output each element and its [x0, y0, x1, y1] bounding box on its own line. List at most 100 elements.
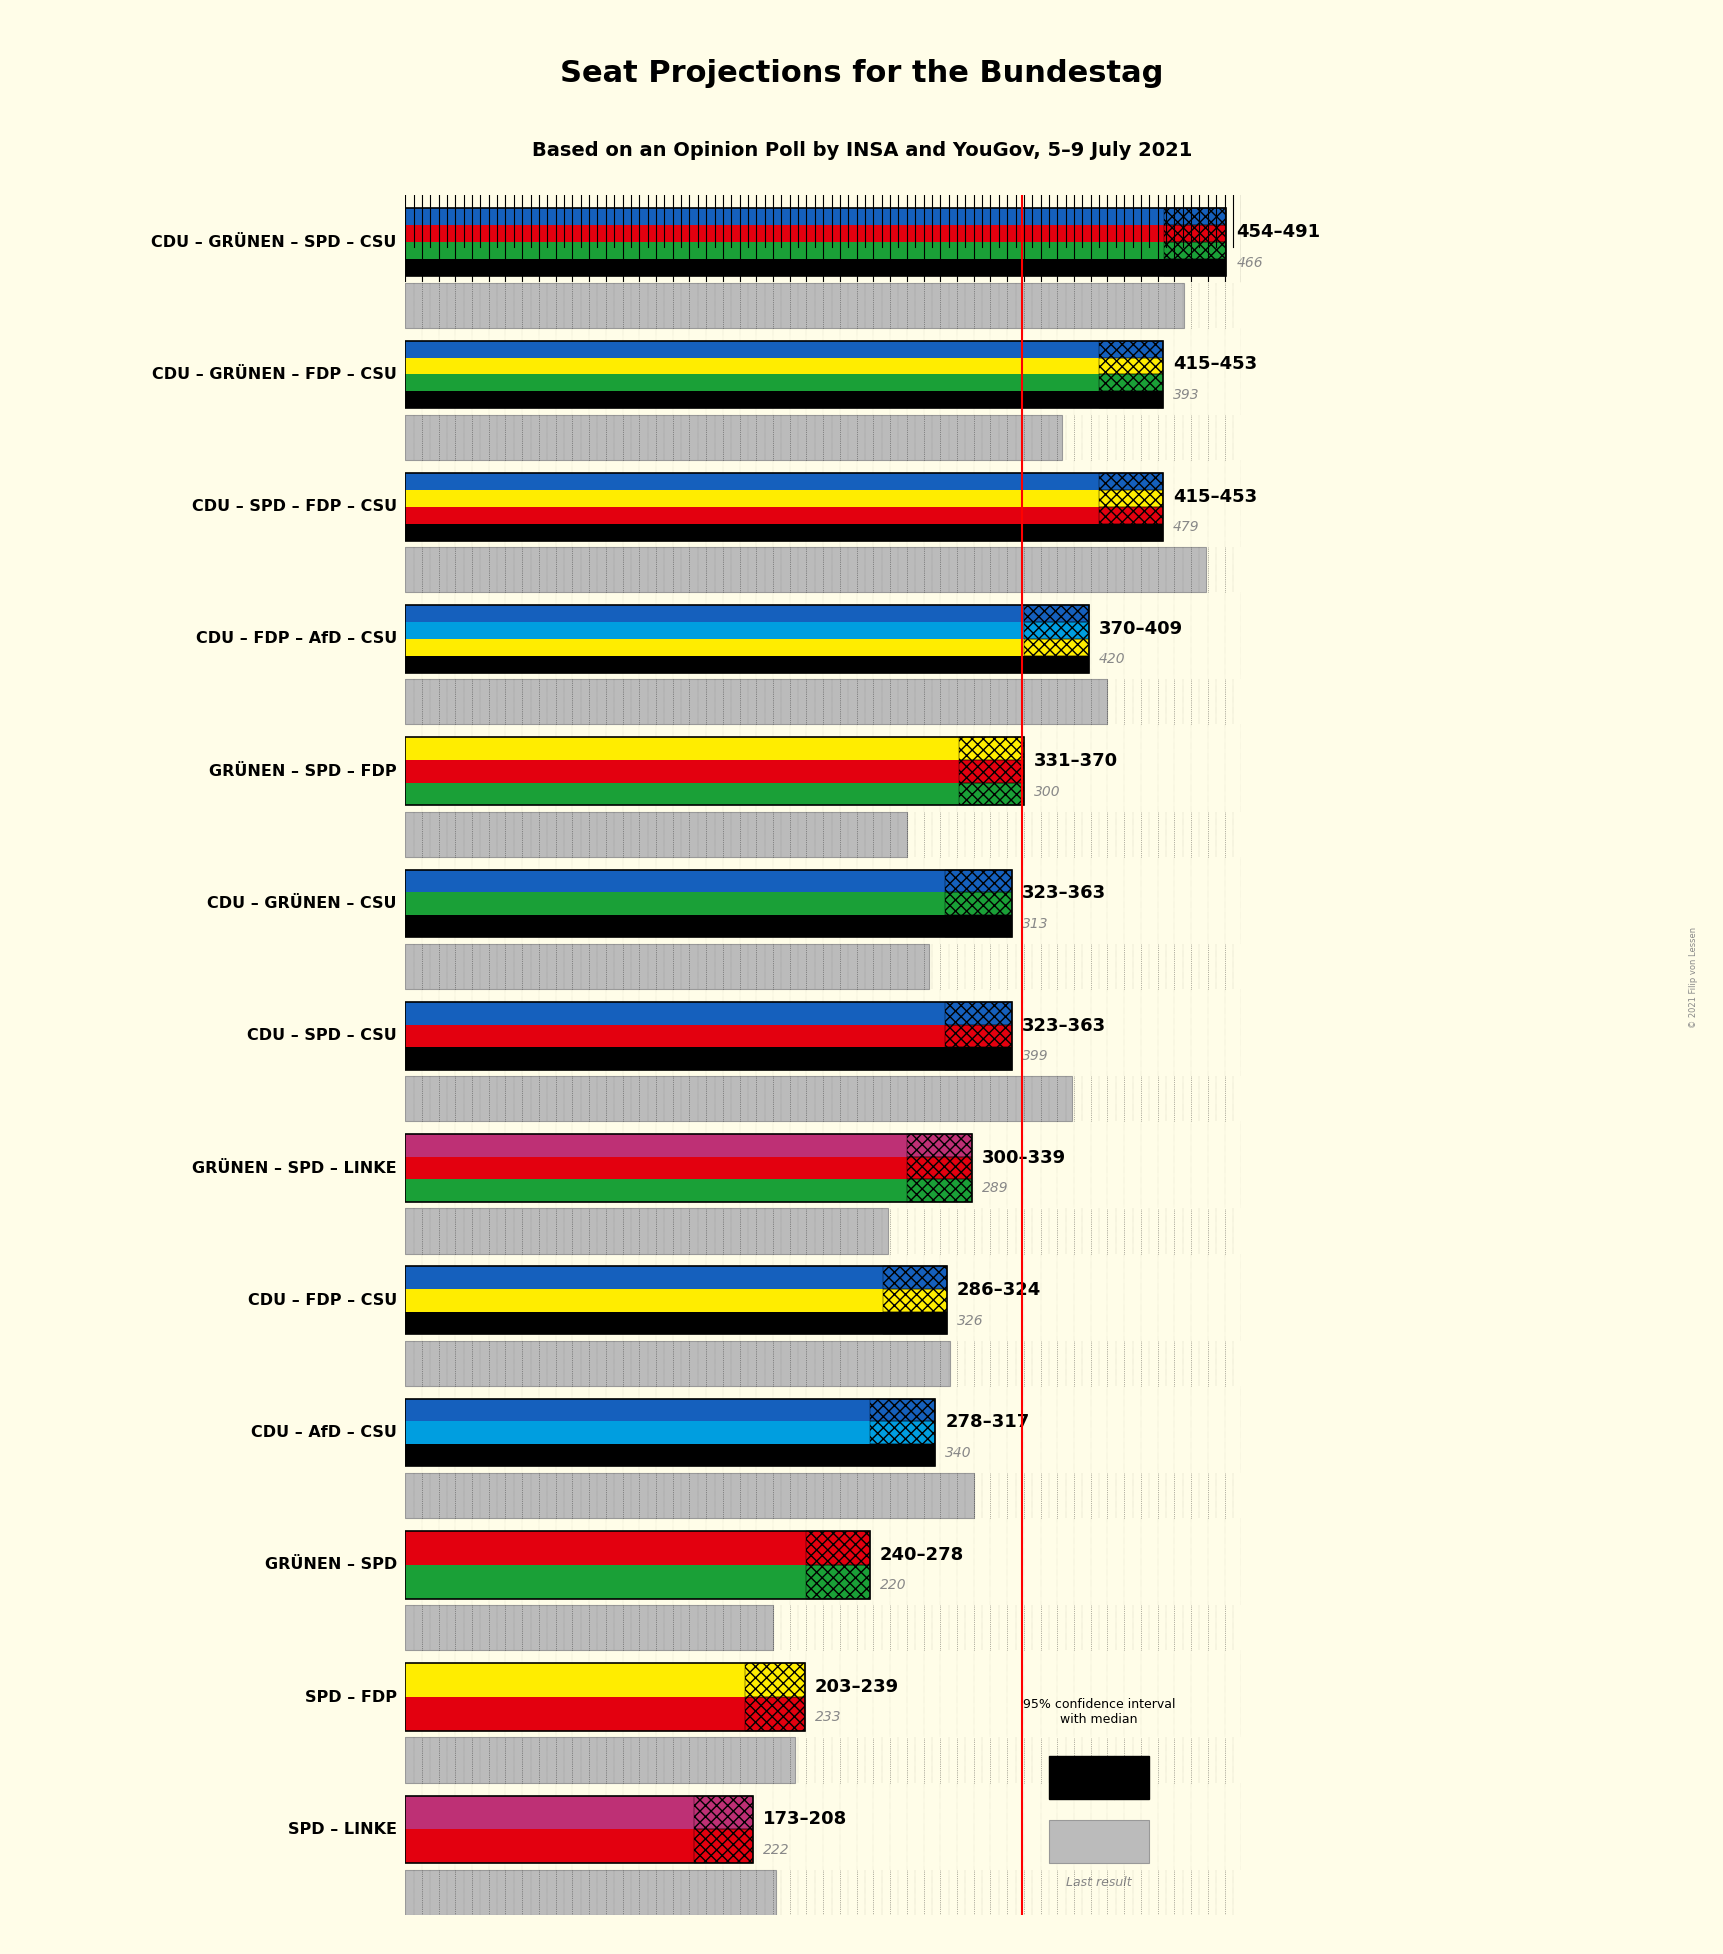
Bar	[906, 1157, 972, 1180]
Text: 323–363: 323–363	[1022, 1016, 1106, 1034]
Text: CDU – AfD – CSU: CDU – AfD – CSU	[252, 1424, 396, 1440]
Text: 331–370: 331–370	[1034, 752, 1118, 770]
Bar	[906, 1157, 972, 1180]
Bar	[1163, 209, 1225, 225]
Text: 203–239: 203–239	[815, 1678, 898, 1696]
Bar	[806, 1532, 870, 1565]
Bar	[1099, 506, 1161, 524]
Bar	[870, 1444, 934, 1467]
Bar	[405, 209, 1225, 276]
Bar	[405, 1180, 906, 1202]
Bar	[405, 473, 1099, 490]
Text: 240–278: 240–278	[879, 1546, 963, 1563]
Bar	[405, 1399, 870, 1421]
Bar	[405, 944, 929, 989]
Bar	[405, 1870, 775, 1915]
Bar	[694, 1796, 753, 1829]
Bar	[405, 870, 944, 893]
Bar	[1099, 524, 1161, 541]
Bar	[405, 209, 1163, 225]
Text: Based on an Opinion Poll by INSA and YouGov, 5–9 July 2021: Based on an Opinion Poll by INSA and You…	[531, 141, 1192, 160]
Bar	[405, 547, 1206, 592]
Text: 340: 340	[944, 1446, 972, 1460]
Text: 420: 420	[1099, 653, 1125, 666]
Bar	[944, 893, 1011, 914]
Bar	[744, 1663, 805, 1698]
Text: 323–363: 323–363	[1022, 885, 1106, 903]
Bar	[405, 1698, 744, 1731]
Bar	[405, 639, 1023, 657]
Bar	[405, 506, 1099, 524]
Bar	[1163, 260, 1225, 276]
Bar	[1099, 506, 1161, 524]
Text: 393: 393	[1172, 387, 1199, 403]
Text: 173–208: 173–208	[763, 1809, 846, 1829]
Bar	[405, 1737, 794, 1782]
Bar	[405, 1737, 794, 1782]
Text: SPD – FDP: SPD – FDP	[305, 1690, 396, 1704]
Bar	[806, 1565, 870, 1598]
Bar	[405, 737, 958, 760]
Bar	[1163, 260, 1225, 276]
Bar	[405, 1870, 775, 1915]
Bar	[405, 1133, 972, 1202]
Bar	[405, 414, 1061, 459]
Bar	[405, 811, 906, 856]
Bar	[405, 358, 1099, 375]
Text: CDU – SPD – CSU: CDU – SPD – CSU	[246, 1028, 396, 1043]
Text: © 2021 Filip von Lessen: © 2021 Filip von Lessen	[1689, 926, 1697, 1028]
Text: Seat Projections for the Bundestag: Seat Projections for the Bundestag	[560, 59, 1163, 88]
Bar	[405, 1311, 882, 1335]
Bar	[944, 1047, 1011, 1069]
Bar	[405, 391, 1099, 408]
Bar	[405, 1077, 1072, 1122]
Bar	[882, 1266, 946, 1290]
Bar	[1184, 283, 1241, 328]
Bar	[958, 737, 1023, 760]
Bar	[906, 811, 1241, 856]
Bar	[870, 1444, 934, 1467]
Bar	[1099, 473, 1161, 490]
Bar	[405, 547, 1206, 592]
Bar	[944, 1024, 1011, 1047]
Bar	[870, 1399, 934, 1421]
Bar	[405, 1157, 906, 1180]
Bar	[405, 1208, 887, 1254]
Text: SPD – LINKE: SPD – LINKE	[288, 1821, 396, 1837]
Bar	[949, 1340, 1241, 1385]
Bar	[775, 1870, 1241, 1915]
Text: GRÜNEN – SPD: GRÜNEN – SPD	[264, 1557, 396, 1573]
Bar	[1099, 358, 1161, 375]
Bar	[944, 914, 1011, 938]
Bar	[882, 1290, 946, 1311]
Bar	[1023, 621, 1089, 639]
Text: 286–324: 286–324	[956, 1282, 1041, 1299]
Bar	[405, 1002, 1011, 1069]
Text: 415–453: 415–453	[1172, 356, 1256, 373]
Bar	[405, 760, 958, 782]
Bar	[1023, 639, 1089, 657]
Bar	[1099, 340, 1161, 358]
Bar	[405, 1606, 772, 1651]
Bar	[944, 870, 1011, 893]
Bar	[906, 1133, 972, 1157]
Bar	[882, 1311, 946, 1335]
Bar	[405, 680, 1106, 725]
Bar	[882, 1311, 946, 1335]
Text: CDU – FDP – CSU: CDU – FDP – CSU	[248, 1294, 396, 1307]
Text: 300: 300	[1034, 786, 1060, 799]
Bar	[958, 760, 1023, 782]
Bar	[906, 1180, 972, 1202]
Bar	[405, 606, 1089, 672]
Bar	[694, 1829, 753, 1864]
Text: 466: 466	[1235, 256, 1263, 270]
Bar	[944, 1047, 1011, 1069]
Bar	[405, 1606, 772, 1651]
Text: 415–453: 415–453	[1172, 488, 1256, 506]
Bar	[958, 737, 1023, 760]
Bar	[806, 1532, 870, 1565]
Text: CDU – GRÜNEN – CSU: CDU – GRÜNEN – CSU	[207, 897, 396, 911]
Bar	[405, 414, 1061, 459]
Bar	[1113, 1757, 1149, 1800]
Bar	[1206, 547, 1241, 592]
